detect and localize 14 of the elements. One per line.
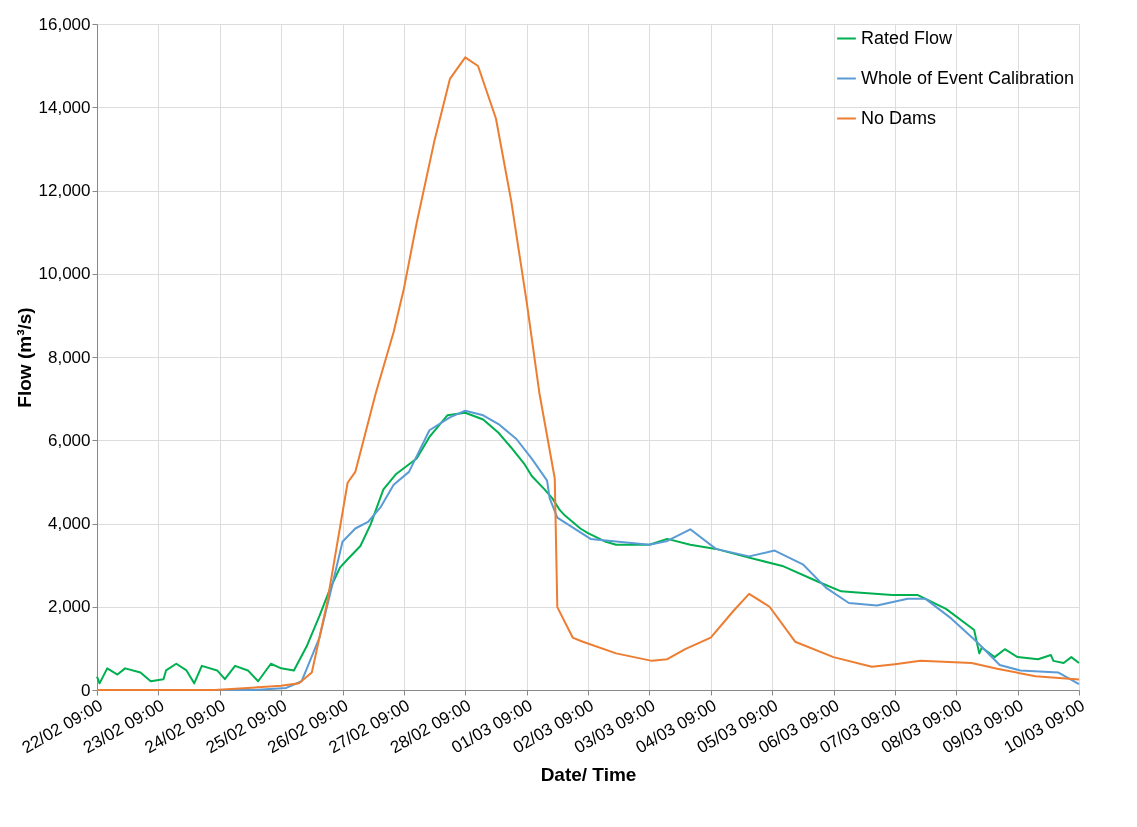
y-tick-label: 10,000 [38, 264, 91, 284]
x-axis-title: Date/ Time [540, 764, 637, 786]
legend-label: Whole of Event Calibration [861, 67, 1075, 88]
y-tick-label: 14,000 [38, 97, 91, 117]
y-tick-label: 0 [81, 680, 91, 700]
y-tick-label: 4,000 [47, 514, 91, 533]
legend-label: Rated Flow [861, 27, 954, 48]
y-tick-label: 12,000 [38, 181, 91, 200]
legend-label: No Dams [861, 107, 937, 128]
y-tick-label: 2,000 [47, 597, 91, 617]
y-tick-label: 8,000 [47, 347, 91, 367]
y-axis-title: Flow (m³/s) [13, 307, 35, 408]
y-tick-label: 6,000 [47, 430, 91, 450]
y-tick-label: 16,000 [38, 14, 91, 34]
